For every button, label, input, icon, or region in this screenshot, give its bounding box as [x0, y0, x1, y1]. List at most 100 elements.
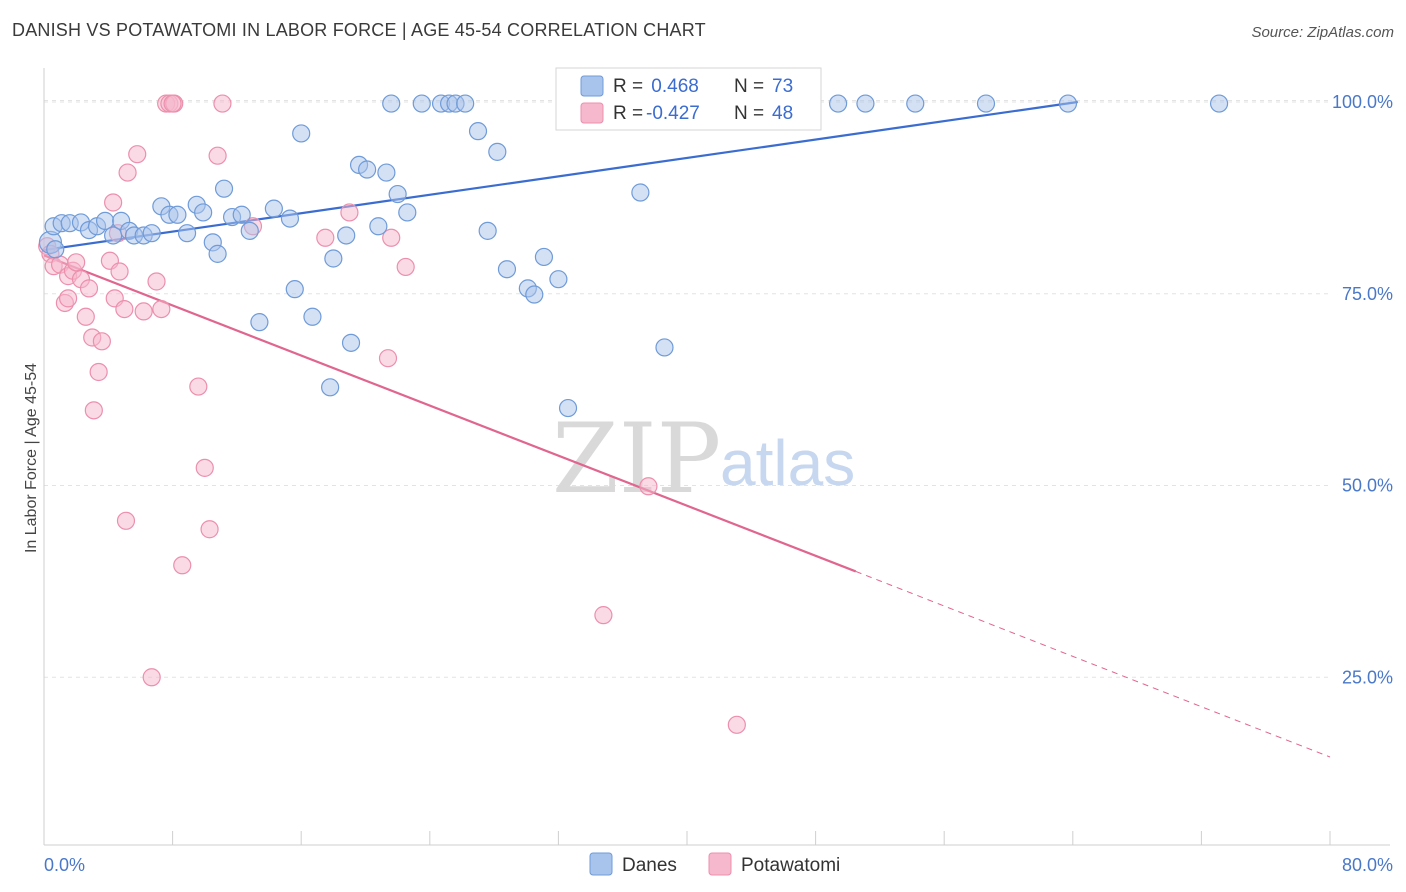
- potawatomi-r-label: R =: [613, 103, 643, 124]
- potawatomi-point: [134, 302, 153, 321]
- danes-point: [655, 338, 674, 357]
- danes-point: [382, 94, 401, 113]
- stats-legend: R = 0.468 N = 73 R = -0.427 N = 48: [555, 67, 822, 131]
- danes-point: [341, 333, 361, 352]
- potawatomi-point: [173, 556, 192, 575]
- potawatomi-swatch: [580, 102, 604, 124]
- danes-point: [1058, 94, 1078, 113]
- potawatomi-point: [152, 300, 171, 319]
- source-credit: Source: ZipAtlas.com: [1251, 24, 1394, 41]
- x-tick-label: 0.0%: [44, 855, 85, 875]
- danes-points: [38, 94, 1229, 418]
- danes-point: [976, 94, 996, 113]
- danes-point: [456, 94, 475, 113]
- potawatomi-point: [115, 300, 134, 319]
- potawatomi-point: [382, 228, 401, 247]
- danes-point: [337, 226, 356, 245]
- potawatomi-point: [76, 307, 95, 326]
- danes-point: [906, 94, 925, 113]
- danes-point: [46, 240, 65, 259]
- potawatomi-point: [118, 163, 137, 182]
- potawatomi-point: [213, 94, 232, 113]
- danes-point: [388, 184, 407, 204]
- danes-point: [292, 124, 311, 143]
- y-axis-label: In Labor Force | Age 45-54: [23, 363, 40, 553]
- potawatomi-point: [116, 511, 136, 530]
- potawatomi-point: [727, 715, 746, 734]
- danes-point: [280, 209, 300, 228]
- grid-lines: [44, 99, 1330, 678]
- potawatomi-point: [163, 94, 182, 113]
- danes-r-value: 0.468: [646, 76, 699, 97]
- potawatomi-point: [92, 332, 111, 351]
- potawatomi-point: [378, 349, 398, 368]
- potawatomi-r-value: -0.427: [646, 103, 700, 124]
- legend-danes-label: Danes: [622, 855, 677, 876]
- danes-point: [856, 94, 875, 113]
- danes-point: [194, 203, 213, 222]
- y-tick-labels: 25.0% 50.0% 75.0% 100.0%: [1332, 92, 1393, 687]
- danes-n-value: 73: [772, 76, 793, 97]
- danes-point: [240, 221, 259, 240]
- x-tick-labels: 0.0% 80.0%: [44, 855, 1393, 875]
- y-tick-label: 75.0%: [1342, 284, 1393, 304]
- danes-point: [534, 247, 554, 267]
- danes-point: [558, 398, 578, 418]
- potawatomi-point: [340, 203, 359, 222]
- potawatomi-point: [200, 520, 219, 539]
- danes-point: [250, 313, 269, 332]
- danes-point: [369, 217, 388, 236]
- potawatomi-point: [110, 262, 129, 281]
- danes-point: [264, 199, 283, 218]
- danes-point: [549, 270, 568, 289]
- potawatomi-point: [396, 257, 415, 277]
- watermark-zip: ZIP: [552, 403, 721, 515]
- danes-point: [208, 244, 227, 263]
- series-legend: Danes Potawatomi: [589, 852, 840, 876]
- watermark-atlas: atlas: [720, 427, 855, 499]
- danes-point: [412, 94, 431, 113]
- danes-point: [168, 205, 187, 224]
- danes-point: [358, 160, 377, 179]
- danes-point: [232, 205, 251, 224]
- x-tick-label: 80.0%: [1342, 855, 1393, 875]
- danes-r-label: R =: [613, 76, 643, 97]
- danes-point: [214, 179, 234, 198]
- danes-point: [829, 94, 848, 113]
- potawatomi-trend-extension: [855, 570, 1331, 758]
- potawatomi-trend-line: [43, 254, 857, 573]
- potawatomi-n-label: N =: [734, 103, 764, 124]
- potawatomi-point: [67, 253, 86, 272]
- trend-lines: [43, 100, 1331, 758]
- potawatomi-point: [147, 272, 166, 291]
- axes: [43, 68, 1390, 846]
- potawatomi-point: [639, 477, 658, 496]
- danes-trend-line: [43, 100, 1078, 252]
- potawatomi-point: [104, 193, 123, 212]
- danes-point: [1209, 94, 1229, 113]
- legend-potawatomi-label: Potawatomi: [741, 855, 840, 876]
- danes-point: [324, 249, 343, 268]
- danes-swatch: [580, 75, 604, 97]
- chart-title: DANISH VS POTAWATOMI IN LABOR FORCE | AG…: [12, 20, 706, 40]
- potawatomi-point: [594, 606, 613, 625]
- y-tick-label: 100.0%: [1332, 92, 1393, 112]
- danes-point: [525, 285, 544, 304]
- potawatomi-n-value: 48: [772, 103, 793, 124]
- potawatomi-point: [79, 279, 99, 298]
- potawatomi-point: [59, 289, 78, 308]
- danes-point: [285, 280, 304, 299]
- danes-point: [177, 224, 197, 243]
- danes-point: [377, 163, 396, 182]
- legend-danes-swatch: [589, 852, 613, 876]
- danes-point: [488, 142, 507, 161]
- watermark: ZIP atlas: [552, 403, 855, 515]
- potawatomi-point: [208, 146, 227, 165]
- danes-point: [497, 260, 517, 279]
- potawatomi-point: [195, 458, 214, 477]
- potawatomi-point: [316, 228, 335, 247]
- potawatomi-point: [84, 401, 103, 420]
- danes-n-label: N =: [734, 76, 764, 97]
- danes-point: [631, 183, 650, 202]
